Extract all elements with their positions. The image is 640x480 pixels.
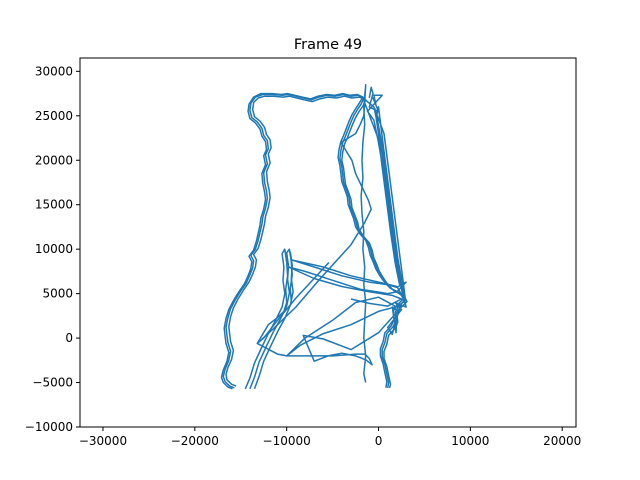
y-tick-label: 20000 xyxy=(35,153,73,167)
x-tick-label: −20000 xyxy=(171,434,219,448)
plot-layer xyxy=(220,83,408,390)
y-tick-label: −10000 xyxy=(25,420,73,434)
x-axis-ticks: −30000 −20000 −10000 0 10000 20000 xyxy=(79,427,581,448)
x-tick-label: 10000 xyxy=(451,434,489,448)
x-tick-label: −30000 xyxy=(79,434,127,448)
y-tick-label: −5000 xyxy=(32,376,73,390)
y-tick-label: 25000 xyxy=(35,109,73,123)
series-line-8 xyxy=(362,86,407,336)
y-tick-label: 5000 xyxy=(42,287,73,301)
x-tick-label: −10000 xyxy=(263,434,311,448)
axes-frame xyxy=(79,57,577,428)
chart-title: Frame 49 xyxy=(294,37,362,53)
series-line-7 xyxy=(256,83,372,383)
y-tick-label: 15000 xyxy=(35,198,73,212)
y-axis-ticks: −10000 −5000 0 5000 10000 15000 20000 25000 3000… xyxy=(25,64,80,434)
y-tick-label: 0 xyxy=(65,331,73,345)
y-tick-label: 10000 xyxy=(35,242,73,256)
x-tick-label: 20000 xyxy=(543,434,581,448)
x-tick-label: 0 xyxy=(375,434,383,448)
y-tick-label: 30000 xyxy=(35,64,73,78)
